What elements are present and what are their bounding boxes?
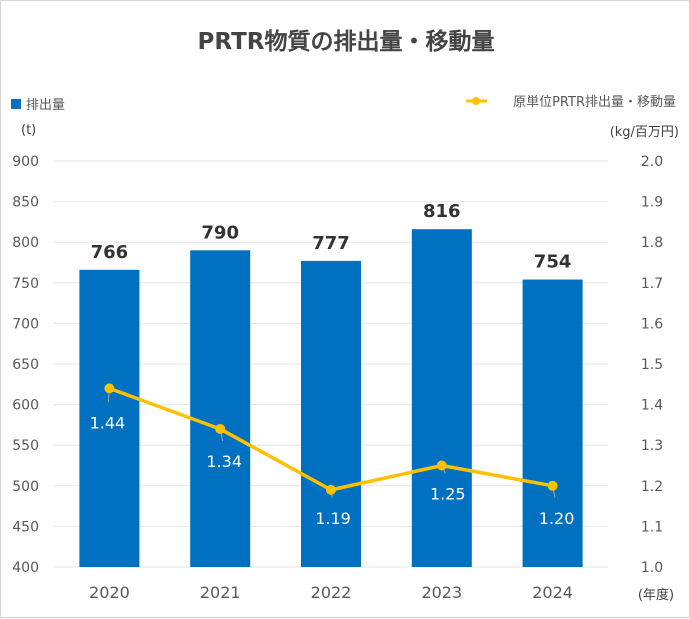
line-point [547, 480, 558, 491]
line-data-label: 1.25 [430, 485, 466, 504]
right-axis-tick-label: 1.9 [641, 195, 663, 211]
right-axis-tick-label: 1.2 [641, 479, 663, 495]
legend-line-marker [466, 97, 487, 105]
x-axis-tick-label: 2021 [200, 583, 241, 602]
left-axis-tick-label: 700 [12, 316, 39, 332]
left-axis-tick-label: 850 [12, 195, 39, 211]
legend-bar-marker [11, 99, 21, 109]
bar [79, 269, 140, 567]
bar-series [79, 229, 583, 567]
left-axis-tick-label: 400 [12, 560, 39, 576]
line-data-label: 1.34 [206, 452, 242, 471]
x-axis-tick-label: 2022 [311, 583, 352, 602]
right-axis-unit: (kg/百万円) [610, 125, 679, 140]
legend-line-label: 原単位PRTR排出量・移動量 [513, 94, 676, 110]
left-axis-tick-label: 650 [12, 357, 39, 373]
left-axis-tick-label: 500 [12, 479, 39, 495]
chart-title: PRTR物質の排出量・移動量 [198, 28, 495, 55]
right-axis-tick-label: 2.0 [641, 154, 663, 170]
left-axis-unit: (t) [21, 123, 36, 138]
bar [522, 279, 583, 567]
left-axis-tick-label: 800 [12, 235, 39, 251]
line-data-label: 1.20 [539, 509, 575, 528]
line-point [104, 383, 115, 394]
line-point [326, 484, 336, 495]
left-axis-ticks: 400 450 500 550 600 650 700 750 800 850 900 [12, 154, 39, 576]
bar [411, 229, 472, 567]
bar [301, 260, 361, 567]
x-axis-ticks: 2020 2021 2022 2023 2024 [89, 583, 573, 602]
bar-data-label: 766 [91, 242, 129, 263]
bar-data-label: 790 [201, 222, 239, 243]
x-axis-unit: (年度) [638, 587, 674, 603]
x-axis-tick-label: 2020 [89, 583, 130, 602]
x-axis-tick-label: 2023 [421, 583, 462, 602]
bar-labels: 766 790 777 816 754 [91, 201, 572, 272]
left-axis-tick-label: 550 [12, 438, 39, 454]
bar [190, 250, 251, 567]
line-data-label: 1.19 [315, 509, 351, 528]
bar-data-label: 777 [312, 233, 350, 254]
left-axis-tick-label: 750 [12, 276, 39, 292]
legend-bar-label: 排出量 [26, 98, 65, 113]
line-point [436, 460, 447, 471]
x-axis-tick-label: 2024 [532, 583, 573, 602]
right-axis-ticks: 1.0 1.1 1.2 1.3 1.4 1.5 1.6 1.7 1.8 1.9 2.0 [641, 154, 663, 576]
right-axis-tick-label: 1.1 [641, 519, 663, 535]
right-axis-tick-label: 1.5 [641, 357, 663, 373]
left-axis-tick-label: 450 [12, 519, 39, 535]
right-axis-tick-label: 1.0 [641, 560, 663, 576]
right-axis-tick-label: 1.6 [641, 316, 663, 332]
line-series: 1.44 1.34 1.19 1.25 1.20 [90, 383, 575, 528]
left-axis-tick-label: 600 [12, 398, 39, 414]
right-axis-tick-label: 1.3 [641, 438, 663, 454]
right-axis-tick-label: 1.8 [641, 235, 663, 251]
line-data-label: 1.44 [90, 413, 126, 432]
bar-data-label: 816 [423, 201, 461, 222]
left-axis-tick-label: 900 [12, 154, 39, 170]
bar-data-label: 754 [534, 252, 572, 273]
right-axis-tick-label: 1.4 [641, 398, 663, 414]
right-axis-tick-label: 1.7 [641, 276, 663, 292]
line-point [215, 423, 226, 434]
